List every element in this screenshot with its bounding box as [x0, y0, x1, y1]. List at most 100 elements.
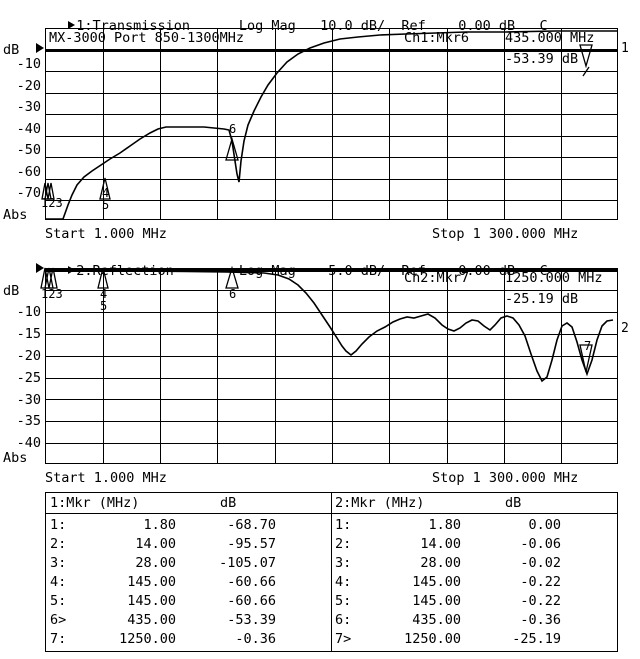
channel2-trace-tag: 2: [621, 321, 629, 336]
channel1-title-box: MX-3000 Port 850-1300MHz: [49, 30, 245, 46]
channel2-y-tick: -20: [16, 348, 41, 364]
table2-header-right: dB: [505, 495, 522, 511]
channel1-y-tick: -20: [16, 78, 41, 94]
table-divider: [331, 493, 333, 651]
gridline-v: [275, 29, 276, 219]
table2-row-db: 0.00: [528, 517, 561, 533]
channel1-y-tick: -50: [16, 142, 41, 158]
table2-row-freq: 435.00: [412, 612, 461, 628]
gridline-h: [46, 179, 617, 180]
channel2-trace: [46, 269, 614, 383]
marker-tables[interactable]: 1:Mkr (MHz) dB 1: 1.80 -68.70 2: 14.00 -…: [45, 492, 618, 652]
table1-row-db: -95.57: [227, 536, 276, 552]
gridline-v: [561, 29, 562, 219]
table2-row-db: -0.22: [520, 593, 561, 609]
channel1-header-text: 1:Transmission Log Mag 10.0 dB/ Ref 0.00…: [76, 18, 548, 34]
table1-row-freq: 1.80: [143, 517, 176, 533]
channel2-marker-label-123: 123: [41, 287, 63, 301]
channel1-y-tick: -30: [16, 99, 41, 115]
table2-row-db: -25.19: [512, 631, 561, 647]
channel2-marker-box-value: -25.19 dB: [505, 291, 579, 307]
channel2-reference-line: [46, 269, 617, 272]
table1-row-index: 4:: [50, 574, 67, 590]
gridline-v: [275, 269, 276, 463]
channel2-start-label: Start 1.000 MHz: [45, 470, 167, 486]
table1-row-db: -60.66: [227, 574, 276, 590]
gridline-v: [160, 269, 161, 463]
gridline-h: [46, 356, 617, 357]
channel1-reference-line: [46, 49, 617, 52]
channel2-y-tick: -35: [16, 413, 41, 429]
gridline-h: [46, 200, 617, 201]
table1-row-db: -105.07: [219, 555, 276, 571]
gridline-h: [46, 71, 617, 72]
gridline-h: [46, 290, 617, 291]
channel2-y-tick: -30: [16, 392, 41, 408]
channel1-marker-box-value: -53.39 dB: [505, 51, 579, 67]
gridline-v: [561, 269, 562, 463]
channel2-marker-label-6: 6: [229, 287, 237, 301]
table2-row-db: -0.36: [520, 612, 561, 628]
table1-row-freq: 435.00: [127, 612, 176, 628]
table2-row-freq: 145.00: [412, 574, 461, 590]
gridline-v: [103, 29, 104, 219]
gridline-v: [217, 269, 218, 463]
table2-row-freq: 1.80: [428, 517, 461, 533]
table1-row-index: 1:: [50, 517, 67, 533]
channel1-marker-label-6: 6: [229, 122, 237, 136]
gridline-v: [389, 269, 390, 463]
channel2-y-bottom-label: Abs: [3, 450, 28, 466]
channel2-plot[interactable]: [45, 268, 618, 464]
table1-row-freq: 1250.00: [119, 631, 176, 647]
gridline-v: [217, 29, 218, 219]
table1-row-freq: 145.00: [127, 593, 176, 609]
table2-row-index: 4:: [335, 574, 352, 590]
gridline-v: [389, 29, 390, 219]
channel2-y-tick: -40: [16, 435, 41, 451]
channel1-marker-label-123: 123: [41, 196, 63, 210]
table1-row-index: 6>: [50, 612, 67, 628]
gridline-v: [332, 269, 333, 463]
table2-row-freq: 14.00: [420, 536, 461, 552]
table1-header-left: 1:Mkr (MHz): [50, 495, 140, 511]
gridline-v: [447, 29, 448, 219]
table1-header-right: dB: [220, 495, 237, 511]
gridline-v: [504, 29, 505, 219]
table1-row-db: -0.36: [235, 631, 276, 647]
table1-row-db: -68.70: [227, 517, 276, 533]
gridline-h: [46, 312, 617, 313]
table2-row-index: 2:: [335, 536, 352, 552]
channel1-y-tick: -40: [16, 121, 41, 137]
channel1-reference-arrow-icon: [36, 43, 44, 53]
channel1-marker-box-freq: 435.000 MHz: [505, 30, 595, 46]
channel1-marker-box-label: Ch1:Mkr6: [404, 30, 470, 46]
channel2-y-tick: -25: [16, 370, 41, 386]
gridline-h: [46, 114, 617, 115]
channel1-header-row: 1:Transmission Log Mag 10.0 dB/ Ref 0.00…: [52, 2, 548, 34]
channel1-stop-label: Stop 1 300.000 MHz: [432, 226, 579, 242]
channel1-plot[interactable]: [45, 28, 618, 220]
channel2-reference-arrow-icon: [36, 263, 44, 273]
gridline-h: [46, 157, 617, 158]
gridline-h: [46, 399, 617, 400]
gridline-h: [46, 93, 617, 94]
table1-row-index: 7:: [50, 631, 67, 647]
gridline-h: [46, 136, 617, 137]
channel2-marker-label-7: 7: [584, 339, 592, 353]
channel1-y-tick: -70: [16, 185, 41, 201]
table1-row-index: 2:: [50, 536, 67, 552]
table2-row-freq: 145.00: [412, 593, 461, 609]
gridline-v: [160, 29, 161, 219]
channel2-y-tick: -15: [16, 326, 41, 342]
channel1-y-tick: -10: [16, 56, 41, 72]
channel1-trace-tag: 1: [621, 41, 629, 56]
table1-row-freq: 145.00: [127, 574, 176, 590]
table1-row-freq: 14.00: [135, 536, 176, 552]
channel2-stop-label: Stop 1 300.000 MHz: [432, 470, 579, 486]
table2-header-left: 2:Mkr (MHz): [335, 495, 425, 511]
gridline-v: [103, 269, 104, 463]
